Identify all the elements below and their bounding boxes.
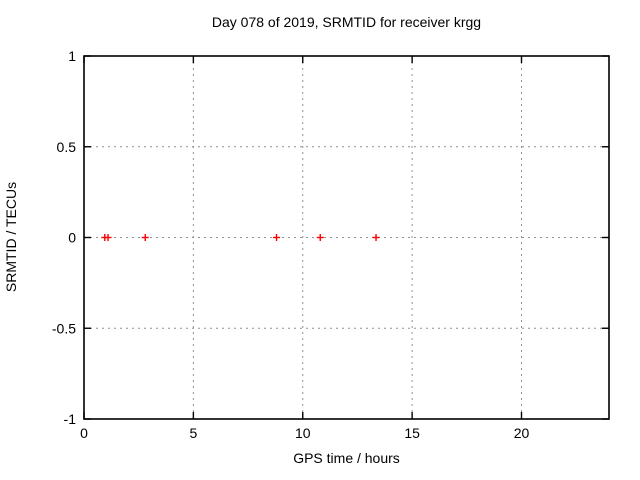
svg-text:-1: -1 (64, 411, 77, 427)
svg-text:15: 15 (404, 425, 420, 441)
svg-text:0: 0 (80, 425, 88, 441)
svg-text:1: 1 (68, 48, 76, 64)
svg-text:0.5: 0.5 (57, 139, 77, 155)
svg-text:5: 5 (189, 425, 197, 441)
svg-text:-0.5: -0.5 (52, 320, 76, 336)
svg-text:20: 20 (514, 425, 530, 441)
svg-text:0: 0 (68, 230, 76, 246)
chart-title: Day 078 of 2019, SRMTID for receiver krg… (211, 14, 482, 30)
svg-text:10: 10 (295, 425, 311, 441)
x-axis-label: GPS time / hours (293, 450, 400, 466)
